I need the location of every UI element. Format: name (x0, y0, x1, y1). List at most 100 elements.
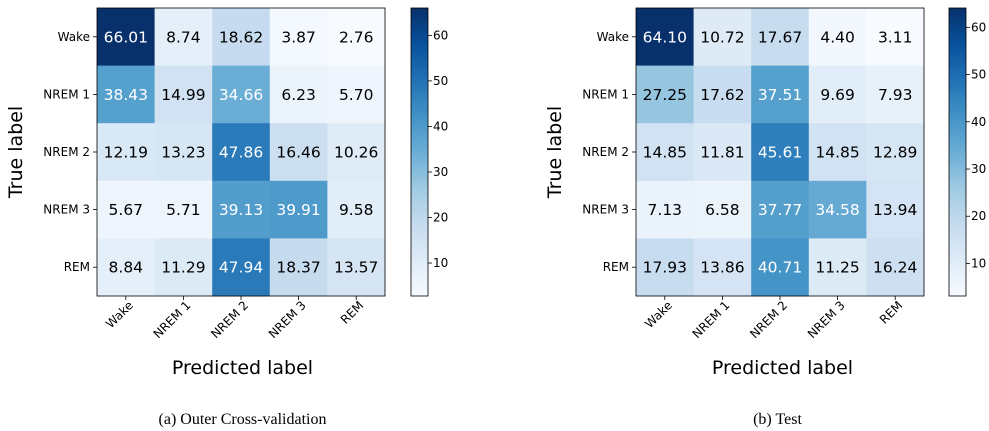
cell-value-label: 16.46 (276, 144, 320, 162)
colorbar-tick-label: 60 (433, 28, 448, 42)
cell-value-label: 2.76 (339, 28, 374, 46)
y-tick-label: Wake (58, 30, 90, 44)
heatmap-cell (269, 180, 328, 239)
y-tick-label: NREM 3 (43, 203, 90, 217)
colorbar-tick-label: 60 (971, 20, 986, 34)
heatmap-cell (751, 123, 810, 182)
cell-value-label: 37.51 (758, 86, 802, 104)
heatmap-cell (693, 123, 752, 182)
subfigure-caption: (a) Outer Cross-validation (159, 411, 327, 428)
heatmap-cell (808, 180, 867, 239)
cell-value-label: 66.01 (104, 28, 148, 46)
x-tick-label: NREM 3 (266, 298, 309, 341)
heatmap-cell (327, 65, 386, 124)
cell-value-label: 12.89 (873, 144, 917, 162)
confusion-matrix-a: 66.01 8.74 18.62 3.87 2.76 38.43 14.99 34.66 6.2… (5, 7, 448, 428)
cell-value-label: 7.13 (648, 201, 683, 219)
heatmap-cell (693, 238, 752, 297)
heatmap-cell (636, 238, 695, 297)
heatmap-cell (212, 180, 271, 239)
cell-value-label: 9.58 (339, 201, 374, 219)
cell-value-label: 8.74 (166, 28, 201, 46)
x-tick-label: REM (338, 298, 366, 326)
x-tick-label: REM (877, 298, 905, 326)
cell-value-label: 17.93 (643, 259, 687, 277)
heatmap-cell (212, 238, 271, 297)
colorbar-tick-label: 10 (433, 256, 448, 270)
heatmap-cell (269, 65, 328, 124)
heatmap-cell (693, 65, 752, 124)
heatmap-cell (808, 8, 867, 67)
heatmap-cell (866, 65, 925, 124)
heatmap-cell (751, 65, 810, 124)
heatmap-cell (212, 65, 271, 124)
colorbar-tick-label: 30 (433, 165, 448, 179)
x-tick-label: NREM 2 (747, 298, 790, 341)
cell-value-label: 9.69 (820, 86, 855, 104)
cell-value-label: 17.67 (758, 28, 802, 46)
cell-value-label: 27.25 (643, 86, 687, 104)
y-tick-label: NREM 2 (43, 145, 90, 159)
cell-value-label: 38.43 (104, 86, 148, 104)
cell-value-label: 13.23 (161, 144, 205, 162)
heatmap-cell (866, 8, 925, 67)
y-tick-label: NREM 3 (582, 203, 629, 217)
cell-value-label: 14.85 (815, 144, 859, 162)
colorbar-tick-label: 20 (433, 211, 448, 225)
y-tick-label: NREM 2 (582, 145, 629, 159)
cell-value-label: 18.37 (276, 259, 320, 277)
cell-value-label: 64.10 (643, 28, 687, 46)
cell-value-label: 11.29 (161, 259, 205, 277)
heatmap-cell (97, 8, 156, 67)
cell-value-label: 3.11 (878, 28, 913, 46)
heatmap-cell (327, 8, 386, 67)
colorbar-tick-label: 50 (433, 74, 448, 88)
cell-value-label: 14.85 (643, 144, 687, 162)
heatmap-cell (212, 8, 271, 67)
cell-value-label: 8.84 (109, 259, 144, 277)
cell-value-label: 14.99 (161, 86, 205, 104)
cell-value-label: 7.93 (878, 86, 913, 104)
heatmap-cell (693, 8, 752, 67)
heatmap-cell (636, 65, 695, 124)
heatmap-cell (636, 123, 695, 182)
heatmap-cell (269, 238, 328, 297)
heatmap-cell (154, 238, 213, 297)
colorbar (948, 7, 967, 297)
cell-value-label: 10.72 (700, 28, 744, 46)
cell-value-label: 11.81 (700, 144, 744, 162)
heatmap-cell (97, 65, 156, 124)
heatmap-cell (327, 123, 386, 182)
y-tick-label: NREM 1 (43, 87, 90, 101)
cell-value-label: 5.70 (339, 86, 374, 104)
y-axis-title: True label (544, 106, 566, 199)
heatmap-cell (154, 65, 213, 124)
cell-value-label: 39.13 (219, 201, 263, 219)
heatmap-cell (866, 180, 925, 239)
heatmap-cell (808, 238, 867, 297)
cell-value-label: 13.86 (700, 259, 744, 277)
heatmap-cell (751, 238, 810, 297)
y-tick-label: Wake (597, 30, 629, 44)
x-tick-label: NREM 1 (151, 298, 194, 341)
heatmap-cell (866, 238, 925, 297)
cell-value-label: 5.71 (166, 201, 201, 219)
heatmap-cell (327, 238, 386, 297)
cell-value-label: 3.87 (281, 28, 316, 46)
subfigure-caption: (b) Test (753, 411, 802, 428)
cell-value-label: 18.62 (219, 28, 263, 46)
cell-value-label: 47.94 (219, 259, 263, 277)
heatmap-cell (154, 123, 213, 182)
y-tick-label: REM (64, 260, 90, 274)
heatmap-cell (636, 180, 695, 239)
colorbar (410, 7, 429, 297)
colorbar-tick-label: 30 (971, 162, 986, 176)
cell-value-label: 6.23 (281, 86, 316, 104)
colorbar-tick-label: 50 (971, 68, 986, 82)
heatmap-cell (97, 180, 156, 239)
heatmap-cell (866, 123, 925, 182)
cell-value-label: 13.57 (334, 259, 378, 277)
x-axis-title: Predicted label (712, 357, 853, 379)
cell-value-label: 37.77 (758, 201, 802, 219)
